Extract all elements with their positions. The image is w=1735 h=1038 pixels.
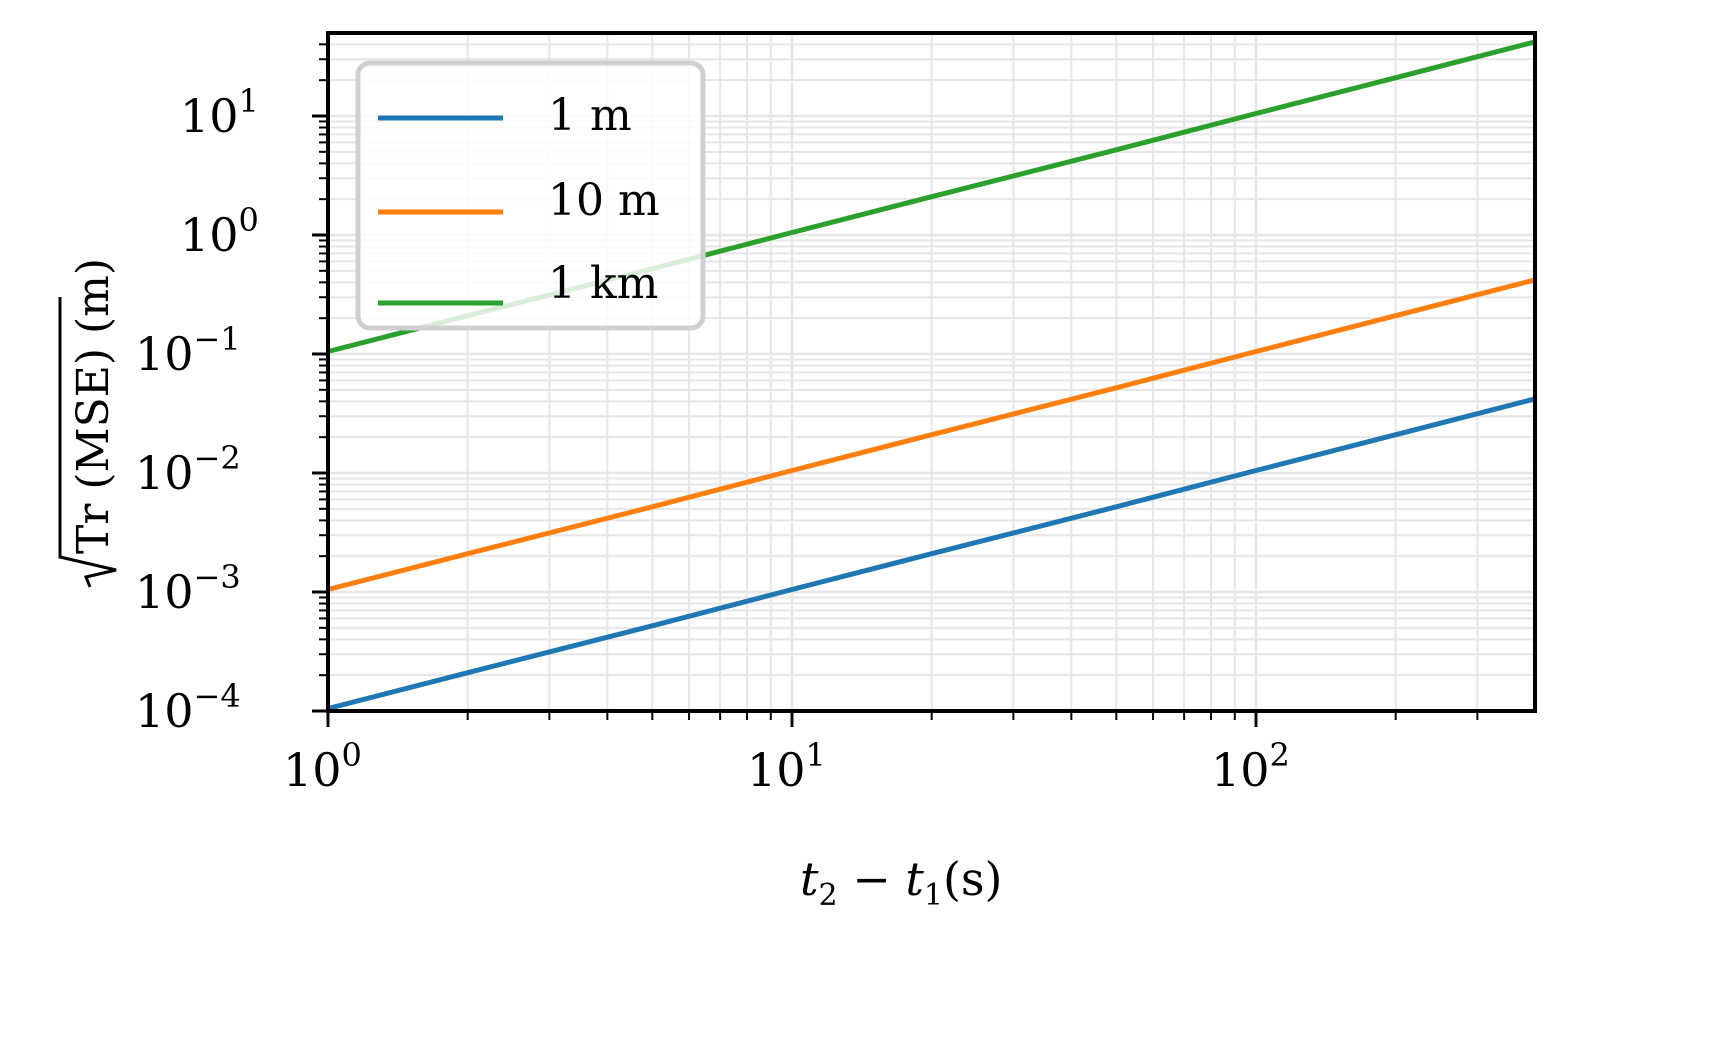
y-tick-label: 10−3 xyxy=(135,558,241,619)
legend-label-1m: 1 m xyxy=(548,90,632,141)
y-tick-label: 10−2 xyxy=(135,439,241,500)
x-label-sub1: 1 xyxy=(924,878,943,913)
x-tick-label: 100 xyxy=(283,736,362,797)
y-tick-label: 101 xyxy=(180,82,259,143)
legend-box xyxy=(355,60,706,331)
legend: 1 m 10 m 1 km xyxy=(355,60,706,331)
y-tick-label: 10−1 xyxy=(135,320,241,381)
legend-label-10m: 10 m xyxy=(548,175,660,226)
x-tick-label: 102 xyxy=(1211,736,1290,797)
sqrt-symbol xyxy=(58,297,117,588)
legend-label-1km: 1 km xyxy=(548,258,658,309)
y-label-text: Tr (MSE) (m) xyxy=(68,258,119,554)
series-line-1m xyxy=(327,396,1537,711)
x-label-t2: t xyxy=(800,852,819,906)
series-line-10m xyxy=(327,277,1537,592)
x-label-t1: t xyxy=(905,852,924,906)
y-tick-label: 10−4 xyxy=(135,677,241,738)
x-axis-label: t2 − t1(s) xyxy=(800,852,1002,913)
y-tick-label: 100 xyxy=(180,201,259,262)
x-tick-label: 101 xyxy=(747,736,826,797)
y-axis-label: Tr (MSE) (m) xyxy=(58,258,119,588)
svg-text:t2 − t1(s): t2 − t1(s) xyxy=(800,852,1002,913)
x-label-minus: − xyxy=(838,852,906,906)
x-label-sub2: 2 xyxy=(819,878,838,913)
x-label-unit: (s) xyxy=(943,852,1003,906)
axis-ticks: 100 101 102 10−4 10−3 10−2 10−1 100 101 xyxy=(135,43,1479,797)
